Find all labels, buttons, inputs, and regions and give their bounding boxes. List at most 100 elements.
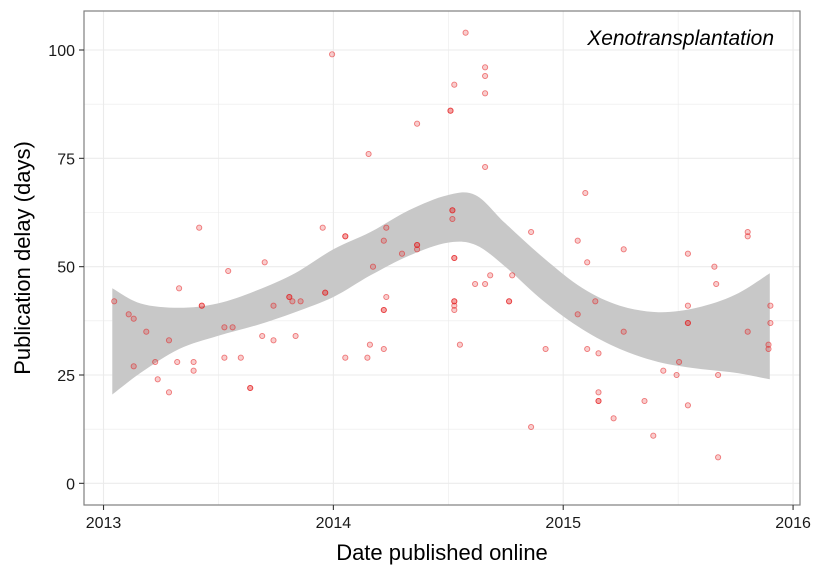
data-point [451, 306, 458, 314]
plot-frame [83, 10, 801, 506]
data-point [542, 345, 549, 353]
data-point [190, 358, 197, 366]
data-point [380, 345, 387, 353]
data-point [767, 302, 774, 309]
data-point [711, 263, 718, 270]
data-point [225, 267, 232, 275]
data-point [451, 298, 458, 305]
x-axis-title: Date published online [336, 540, 548, 565]
data-point [574, 237, 581, 244]
data-point [237, 354, 244, 361]
data-point [765, 341, 772, 348]
data-point [342, 354, 349, 361]
data-point [447, 107, 454, 114]
data-point [414, 120, 421, 127]
data-point [221, 324, 228, 331]
data-point [414, 241, 421, 249]
panel-annotation: Xenotransplantation [586, 27, 774, 50]
data-point [767, 319, 774, 327]
y-tick-label: 100 [48, 43, 75, 60]
data-point [592, 298, 599, 305]
data-point [582, 189, 589, 197]
data-point [487, 272, 494, 279]
data-point [369, 263, 377, 270]
data-point [270, 337, 277, 344]
data-point [451, 302, 458, 309]
data-point [297, 298, 304, 305]
axis-ticks: 2013 2014 2015 2016 0 25 50 75 100 [48, 43, 811, 532]
data-point [174, 358, 181, 366]
data-point [744, 328, 751, 335]
data-point [322, 289, 329, 296]
data-point [506, 298, 513, 305]
data-point [610, 415, 617, 422]
x-tick-label: 2014 [316, 515, 352, 532]
data-point [584, 345, 591, 353]
data-point [462, 29, 469, 36]
x-tick-label: 2015 [545, 515, 581, 532]
data-point [482, 64, 489, 71]
y-tick-label: 75 [57, 151, 75, 168]
data-point [270, 302, 277, 309]
data-point [449, 215, 456, 223]
data-point [176, 285, 183, 292]
data-point [329, 51, 336, 58]
data-point [684, 250, 691, 257]
data-point [152, 358, 159, 366]
y-tick-label: 25 [57, 368, 75, 385]
data-point [289, 298, 296, 305]
data-point [620, 246, 627, 253]
data-point [383, 293, 390, 301]
data-point [380, 237, 387, 244]
data-point [154, 376, 161, 383]
data-point [715, 454, 722, 461]
data-point [744, 233, 751, 240]
data-point [660, 367, 667, 374]
data-point [509, 272, 516, 279]
data-point [342, 233, 349, 240]
data-point [713, 280, 720, 288]
data-point [620, 328, 627, 335]
data-point [190, 367, 197, 374]
data-point [380, 306, 387, 314]
data-point [684, 402, 691, 409]
data-point [676, 358, 683, 366]
data-point [715, 371, 722, 379]
data-point [456, 341, 463, 348]
data-point [595, 350, 602, 357]
data-point [650, 432, 657, 439]
data-point [165, 389, 173, 396]
data-point [229, 324, 236, 331]
data-point [319, 224, 326, 231]
data-point [165, 337, 173, 344]
data-point [528, 228, 535, 236]
data-point [584, 259, 591, 266]
data-point [198, 302, 205, 309]
scatter-points [111, 29, 774, 461]
data-point [595, 389, 602, 396]
data-point [130, 315, 137, 322]
data-point [111, 298, 118, 305]
grid-lines [84, 11, 800, 505]
data-point [673, 371, 680, 379]
x-tick-label: 2013 [86, 515, 122, 532]
x-tick-label: 2016 [775, 515, 811, 532]
data-point [383, 224, 390, 231]
data-point [684, 302, 691, 309]
y-tick-label: 50 [57, 260, 75, 277]
data-point [482, 280, 489, 288]
data-point [574, 311, 581, 318]
data-point [482, 72, 489, 80]
data-point [365, 150, 372, 158]
data-point [364, 354, 371, 361]
data-point [414, 246, 421, 253]
y-tick-label: 0 [66, 476, 75, 493]
data-point [482, 163, 489, 171]
data-point [398, 250, 406, 257]
data-point [125, 311, 132, 318]
data-point [130, 363, 137, 370]
data-point [292, 332, 299, 340]
data-point [247, 384, 254, 392]
data-point [528, 423, 535, 431]
data-point [449, 207, 456, 214]
